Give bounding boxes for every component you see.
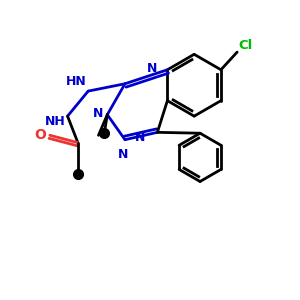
Text: N: N <box>134 131 145 144</box>
Text: N: N <box>118 148 129 161</box>
Text: N: N <box>147 62 157 75</box>
Text: O: O <box>34 128 46 142</box>
Text: N: N <box>92 107 103 120</box>
Text: methyl: methyl <box>103 134 108 135</box>
Text: Cl: Cl <box>238 38 253 52</box>
Text: HN: HN <box>66 75 87 88</box>
Text: NH: NH <box>45 115 66 128</box>
